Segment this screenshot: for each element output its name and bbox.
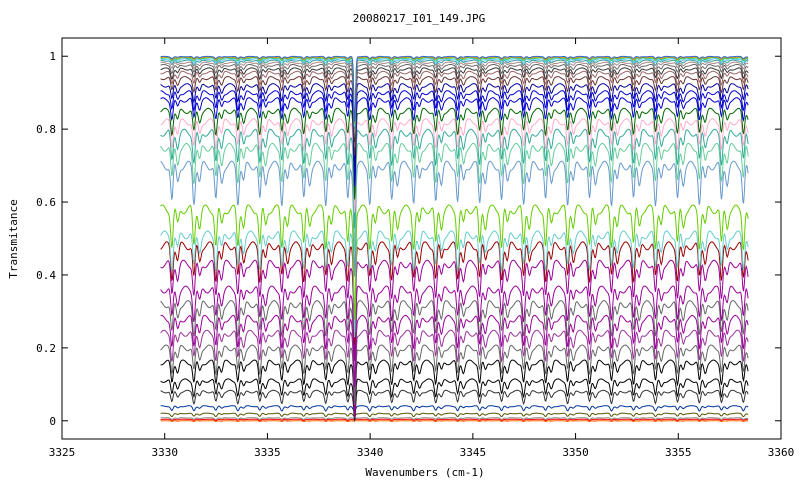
series-line xyxy=(160,160,749,277)
x-tick-label: 3355 xyxy=(665,446,692,459)
series-line xyxy=(160,128,749,229)
chart-title: 20080217_I01_149.JPG xyxy=(353,12,485,25)
series-line xyxy=(160,57,749,125)
series-line xyxy=(160,405,749,413)
y-tick-label: 1 xyxy=(49,50,56,63)
x-tick-label: 3345 xyxy=(460,446,487,459)
series-line xyxy=(160,90,749,178)
series-line xyxy=(160,142,749,251)
series-line xyxy=(160,58,749,127)
y-axis-label: Transmitance xyxy=(7,199,20,278)
series-line xyxy=(160,118,749,213)
series-line xyxy=(160,204,749,320)
series-line xyxy=(160,417,749,421)
y-axis-ticks: 0 0.2 0.4 0.6 0.8 1 xyxy=(36,50,781,428)
series-line xyxy=(160,241,749,345)
series-line xyxy=(160,61,749,134)
series-line xyxy=(160,59,749,130)
x-tick-label: 3360 xyxy=(768,446,795,459)
series-line xyxy=(160,314,749,418)
plot-frame xyxy=(61,37,782,440)
series-line xyxy=(160,412,749,418)
series-line xyxy=(160,70,749,148)
series-line xyxy=(160,359,749,418)
series-line xyxy=(160,259,749,362)
series-line xyxy=(160,300,749,406)
series-line xyxy=(160,285,749,388)
x-tick-label: 3350 xyxy=(562,446,589,459)
series-line xyxy=(160,56,749,123)
x-tick-label: 3335 xyxy=(254,446,281,459)
series-line xyxy=(160,76,749,156)
series-line xyxy=(160,344,749,418)
x-axis-ticks: 3325 3330 3335 3340 3345 3350 3355 3360 xyxy=(49,38,795,459)
series-line xyxy=(160,83,749,167)
x-tick-label: 3340 xyxy=(357,446,384,459)
x-axis-label: Wavenumbers (cm-1) xyxy=(365,466,484,479)
series-line xyxy=(160,420,749,423)
x-tick-label: 3330 xyxy=(151,446,178,459)
series-line xyxy=(160,97,749,187)
x-tick-label: 3325 xyxy=(49,446,76,459)
y-tick-label: 0 xyxy=(49,415,56,428)
series-line xyxy=(160,389,749,422)
y-tick-label: 0.6 xyxy=(36,196,56,209)
series-line xyxy=(160,230,749,338)
y-tick-label: 0.8 xyxy=(36,123,56,136)
y-tick-label: 0.2 xyxy=(36,342,56,355)
series-line xyxy=(160,418,749,422)
series-line xyxy=(160,63,749,138)
series-line xyxy=(160,67,749,143)
series-line xyxy=(160,107,749,200)
series-line xyxy=(160,55,749,122)
series-line xyxy=(160,378,749,420)
series-line xyxy=(160,329,749,419)
series-lines xyxy=(160,55,749,423)
y-tick-label: 0.4 xyxy=(36,269,56,282)
